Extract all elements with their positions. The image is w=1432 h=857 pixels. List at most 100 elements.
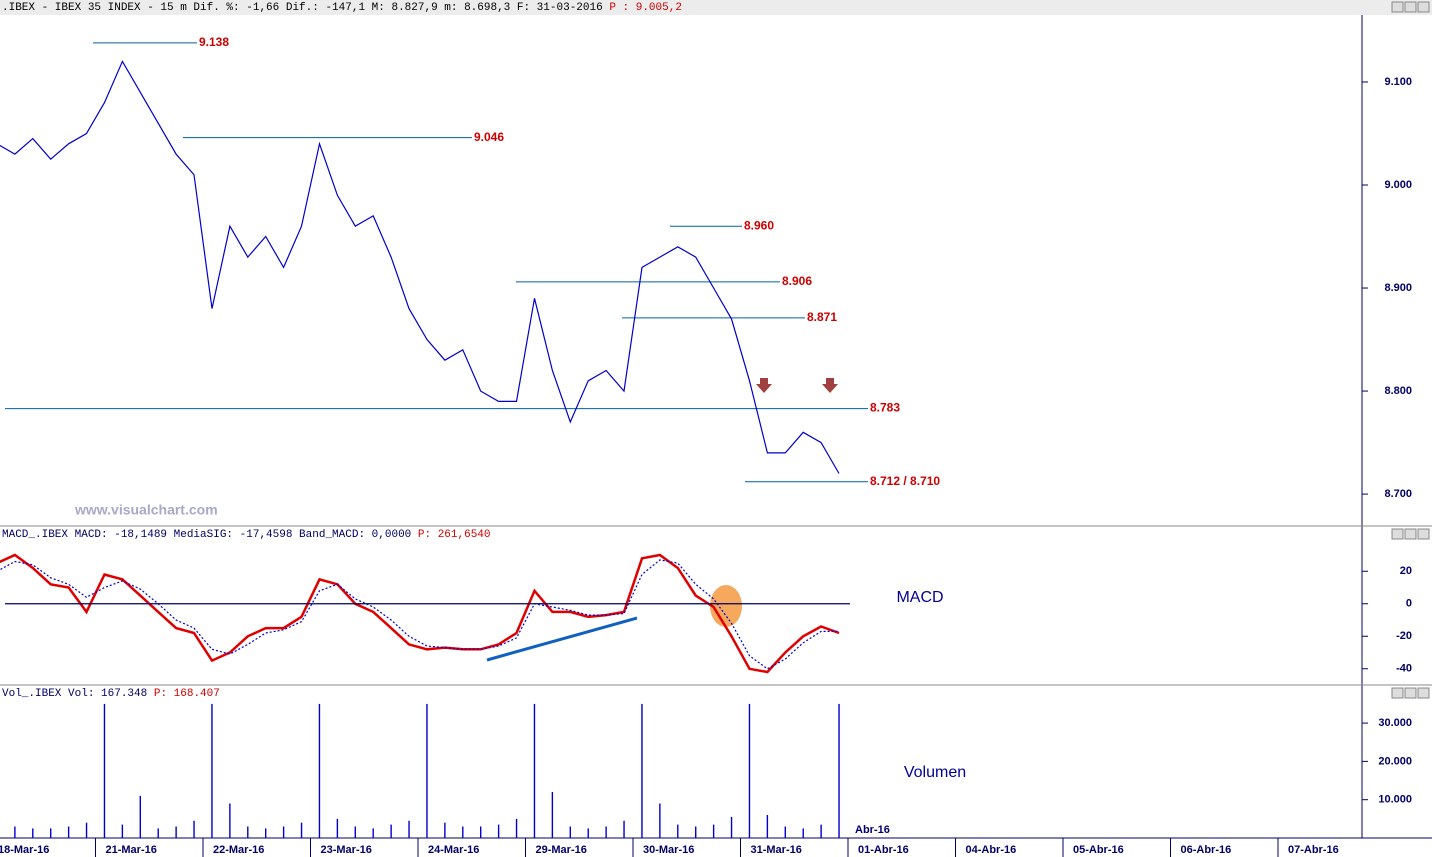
x-tick-label: 01-Abr-16 <box>858 844 909 856</box>
x-tick-label: 23-Mar-16 <box>321 844 372 856</box>
bar <box>748 703 751 838</box>
x-tick-label: 31-Mar-16 <box>751 844 802 856</box>
bar <box>390 824 392 838</box>
highlight <box>710 585 742 627</box>
subtitle: P: 261,6540 <box>418 529 491 541</box>
bar <box>802 828 804 838</box>
bar <box>193 820 195 838</box>
bar <box>318 703 321 838</box>
bar <box>712 824 715 838</box>
bar <box>14 826 16 838</box>
annotation: MACD <box>896 589 943 606</box>
annotation: Volumen <box>904 764 966 781</box>
window-buttons[interactable] <box>1391 1 1430 699</box>
bar <box>229 803 231 838</box>
y-tick-label: -40 <box>1396 663 1412 675</box>
bar <box>587 828 589 838</box>
bar <box>766 815 769 838</box>
bar <box>426 703 428 838</box>
bar <box>659 803 661 838</box>
subtitle: P: 168.407 <box>154 688 220 700</box>
y-tick-label: 9.000 <box>1384 179 1412 191</box>
bar <box>641 703 643 838</box>
bar <box>336 818 339 838</box>
y-tick-label: 20.000 <box>1378 755 1412 767</box>
header-text: MACD_.IBEX MACD: -18,1489 MediaSIG: -17,… <box>2 529 491 541</box>
bar <box>551 792 554 838</box>
bar <box>372 828 374 838</box>
bar <box>820 824 822 838</box>
bar <box>838 703 840 838</box>
bar <box>677 824 679 838</box>
bar <box>462 826 464 838</box>
bar <box>175 826 177 838</box>
bar <box>569 826 571 838</box>
level-label: 8.871 <box>807 310 837 324</box>
x-tick-label: 22-Mar-16 <box>213 844 264 856</box>
bar <box>480 826 482 838</box>
arrow-marker <box>756 378 838 393</box>
bar <box>354 826 356 838</box>
title: MACD_.IBEX MACD: -18,1489 MediaSIG: -17,… <box>2 529 411 541</box>
level-label: 9.046 <box>474 130 504 144</box>
button[interactable] <box>1404 1 1417 13</box>
y-tick-label: 9.100 <box>1384 76 1412 88</box>
series-line <box>0 559 839 670</box>
bar <box>444 822 446 838</box>
header-text: Vol_.IBEX Vol: 167.348 P: 168.407 <box>2 688 220 700</box>
y-tick-label: 20 <box>1400 565 1412 577</box>
bar <box>730 816 733 838</box>
y-tick-label: 8.900 <box>1384 282 1412 294</box>
x-tick-label: 24-Mar-16 <box>428 844 479 856</box>
bar <box>300 822 303 838</box>
level-label: 8.712 / 8.710 <box>870 474 940 488</box>
x-tick-label: 07-Abr-16 <box>1288 844 1339 856</box>
bar <box>50 828 52 838</box>
trend-line <box>486 616 638 662</box>
bar <box>103 703 106 838</box>
y-tick-label: 30.000 <box>1378 717 1412 729</box>
x-tick-label: 05-Abr-16 <box>1073 844 1124 856</box>
level-label: 8.783 <box>870 401 900 415</box>
x-tick-label: 04-Abr-16 <box>966 844 1017 856</box>
title: .IBEX - IBEX 35 INDEX - 15 m Dif. %: -1,… <box>2 2 603 14</box>
bar <box>121 824 124 838</box>
bar <box>695 826 697 838</box>
series-line <box>0 60 840 474</box>
y-tick-label: 0 <box>1406 598 1412 610</box>
button[interactable] <box>1417 1 1430 13</box>
bar <box>139 795 141 838</box>
button[interactable] <box>1391 528 1404 540</box>
header-bar <box>0 0 1432 15</box>
button[interactable] <box>1404 528 1417 540</box>
x-tick-label: 18-Mar-16 <box>0 844 49 856</box>
x-tick-label: 06-Abr-16 <box>1181 844 1232 856</box>
bar <box>265 828 267 838</box>
bar <box>408 820 410 838</box>
bar <box>247 826 249 838</box>
bar <box>623 820 625 838</box>
level-label: 8.906 <box>782 274 812 288</box>
x-tick-label: 29-Mar-16 <box>536 844 587 856</box>
watermark: www.visualchart.com <box>74 502 218 518</box>
button[interactable] <box>1404 687 1417 699</box>
x-tick-label: 21-Mar-16 <box>106 844 157 856</box>
header-bar <box>0 526 1432 542</box>
y-tick-label: -20 <box>1396 630 1412 642</box>
level-label: 9.138 <box>199 35 229 49</box>
button[interactable] <box>1391 1 1404 13</box>
bar <box>515 818 518 838</box>
bar <box>157 828 159 838</box>
button[interactable] <box>1391 687 1404 699</box>
button[interactable] <box>1417 687 1430 699</box>
series-line <box>0 553 840 674</box>
bar <box>605 826 607 838</box>
bar <box>497 824 500 838</box>
y-tick-label: 10.000 <box>1378 794 1412 806</box>
bar <box>32 828 34 838</box>
bar <box>533 703 536 838</box>
button[interactable] <box>1417 528 1430 540</box>
title: Vol_.IBEX Vol: 167.348 <box>2 688 147 700</box>
subtitle: P : 9.005,2 <box>609 2 682 14</box>
